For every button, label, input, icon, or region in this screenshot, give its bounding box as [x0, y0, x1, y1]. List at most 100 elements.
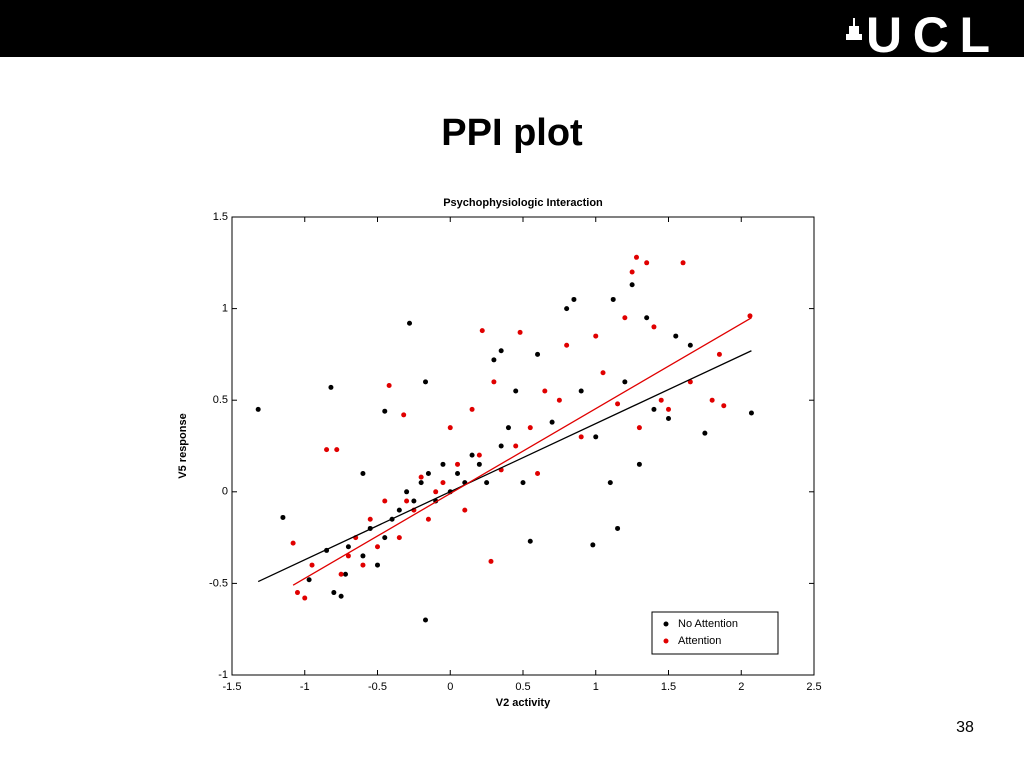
- scatter-point: [578, 388, 584, 394]
- scatter-point: [593, 434, 599, 440]
- scatter-point: [382, 498, 388, 504]
- scatter-point: [328, 384, 334, 390]
- x-tick-label: -1: [300, 681, 310, 693]
- scatter-point: [407, 320, 413, 326]
- scatter-point: [622, 315, 628, 321]
- scatter-point: [342, 571, 348, 577]
- scatter-point: [673, 333, 679, 339]
- scatter-point: [306, 577, 312, 583]
- legend-label: Attention: [678, 635, 721, 647]
- scatter-point: [666, 406, 671, 412]
- x-tick-label: 2.5: [806, 681, 821, 693]
- scatter-point: [517, 329, 523, 335]
- scatter-point: [367, 516, 373, 522]
- scatter-point: [331, 590, 337, 596]
- scatter-point: [658, 397, 664, 403]
- scatter-point: [651, 406, 657, 412]
- y-tick-label: 1: [222, 303, 228, 315]
- scatter-point: [702, 430, 708, 436]
- scatter-point: [571, 296, 577, 302]
- scatter-point: [382, 535, 388, 541]
- scatter-point: [636, 425, 642, 431]
- scatter-point: [535, 470, 541, 476]
- scatter-point: [345, 553, 351, 559]
- scatter-point: [513, 443, 519, 449]
- scatter-point: [404, 498, 410, 504]
- plot-frame: [231, 216, 815, 676]
- scatter-point: [375, 562, 380, 568]
- scatter-point: [748, 410, 754, 416]
- scatter-point: [396, 507, 402, 513]
- scatter-point: [687, 342, 693, 348]
- scatter-point: [680, 260, 686, 266]
- scatter-point: [469, 406, 475, 412]
- scatter-point: [280, 514, 286, 520]
- scatter-point: [721, 403, 727, 409]
- scatter-point: [294, 590, 300, 596]
- scatter-point: [520, 480, 526, 486]
- scatter-point: [542, 388, 548, 394]
- scatter-point: [455, 461, 461, 467]
- scatter-point: [644, 260, 650, 266]
- scatter-point: [651, 324, 657, 330]
- logo-icon: [846, 18, 862, 40]
- scatter-point: [610, 296, 616, 302]
- scatter-point: [716, 351, 722, 357]
- scatter-point: [425, 470, 431, 476]
- scatter-point: [476, 461, 482, 467]
- scatter-point: [334, 447, 340, 453]
- x-tick-label: 1.5: [661, 681, 676, 693]
- scatter-point: [479, 328, 485, 334]
- y-tick-label: -0.5: [209, 577, 228, 589]
- page-number: 38: [956, 719, 974, 736]
- scatter-point: [633, 254, 639, 260]
- legend-marker: [663, 621, 669, 627]
- scatter-point: [382, 408, 388, 414]
- scatter-point: [411, 498, 417, 504]
- fit-line: [292, 317, 752, 586]
- scatter-point: [549, 419, 555, 425]
- scatter-point: [527, 538, 533, 544]
- scatter-point: [433, 489, 439, 495]
- scatter-point: [476, 452, 482, 458]
- scatter-point: [564, 342, 570, 348]
- scatter-point: [396, 535, 402, 541]
- scatter-point: [527, 425, 533, 431]
- scatter-point: [747, 313, 753, 319]
- scatter-point: [593, 333, 599, 339]
- scatter-point: [491, 357, 497, 363]
- scatter-point: [564, 306, 570, 312]
- legend-box: [651, 611, 779, 655]
- scatter-point: [360, 562, 366, 568]
- scatter-point: [386, 383, 392, 389]
- scatter-point: [418, 480, 424, 486]
- scatter-point: [338, 571, 344, 577]
- scatter-point: [556, 397, 562, 403]
- scatter-point: [498, 443, 504, 449]
- scatter-point: [447, 425, 453, 431]
- scatter-point: [484, 480, 490, 486]
- y-tick-label: 0: [222, 486, 228, 498]
- x-tick-label: 1: [593, 681, 599, 693]
- scatter-point: [309, 562, 315, 568]
- slide-title: PPI plot: [441, 112, 583, 154]
- scatter-point: [469, 452, 475, 458]
- scatter-point: [404, 489, 410, 495]
- y-tick-label: -1: [218, 669, 228, 681]
- scatter-point: [578, 434, 584, 440]
- x-tick-label: 0.5: [515, 681, 530, 693]
- scatter-point: [423, 379, 429, 385]
- scatter-point: [636, 461, 642, 467]
- scatter-point: [607, 480, 613, 486]
- x-tick-label: 0: [447, 681, 453, 693]
- scatter-point: [455, 470, 461, 476]
- scatter-point: [440, 461, 446, 467]
- scatter-point: [488, 558, 494, 564]
- scatter-point: [590, 542, 596, 548]
- x-tick-label: -0.5: [368, 681, 387, 693]
- legend-label: No Attention: [678, 618, 738, 630]
- scatter-point: [360, 470, 366, 476]
- scatter-point: [535, 351, 541, 357]
